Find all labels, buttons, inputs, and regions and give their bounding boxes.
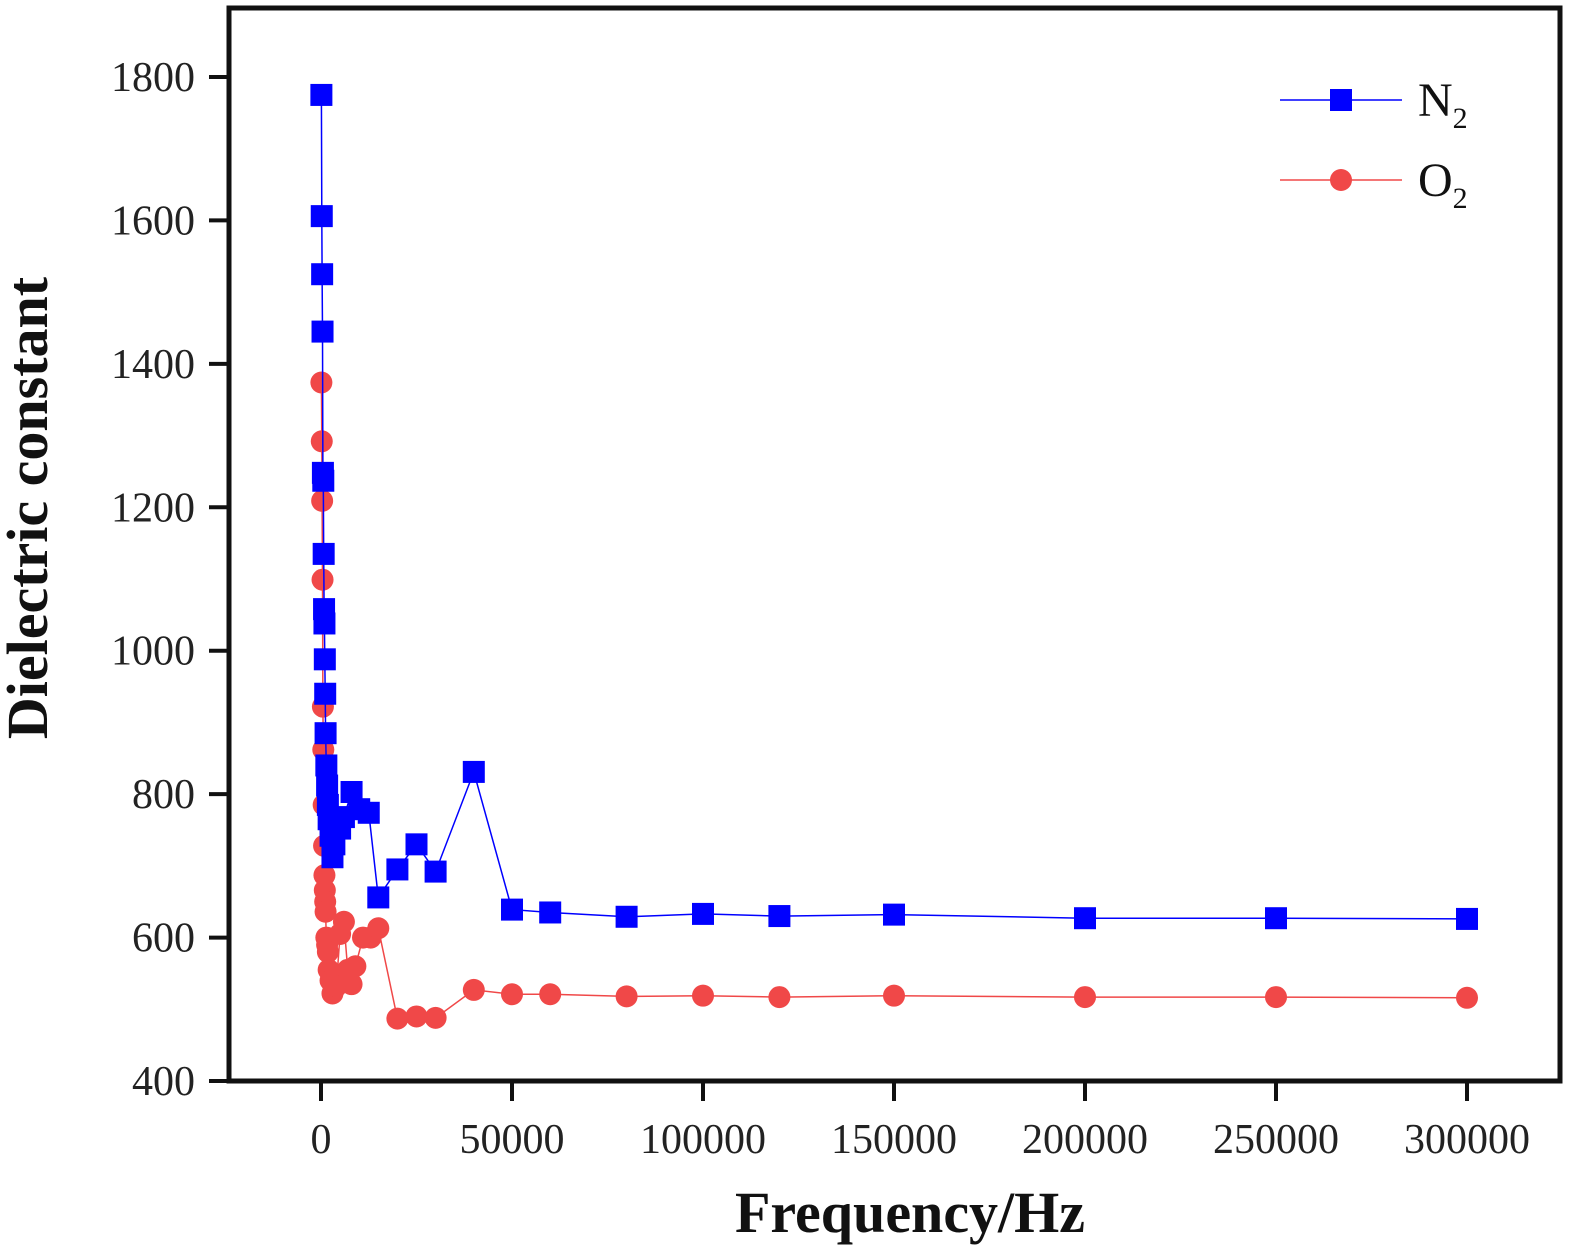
data-point <box>367 886 390 909</box>
x-tick-label: 200000 <box>1022 1117 1148 1163</box>
data-point <box>1456 986 1478 1009</box>
data-point <box>692 902 714 925</box>
data-point <box>462 978 485 1001</box>
data-point <box>1265 907 1287 930</box>
y-tick-label: 1600 <box>111 198 195 244</box>
data-point <box>615 985 638 1008</box>
y-tick-label: 800 <box>132 772 195 818</box>
data-point <box>883 984 905 1007</box>
y-tick-label: 1200 <box>111 485 195 531</box>
data-point <box>501 983 523 1006</box>
y-tick-label: 1400 <box>111 342 195 388</box>
data-point <box>386 858 409 881</box>
data-point <box>311 489 334 512</box>
data-point <box>316 774 339 797</box>
data-point <box>315 754 338 777</box>
data-point <box>539 901 562 924</box>
data-point <box>462 760 485 783</box>
x-tick-label: 150000 <box>831 1117 957 1163</box>
data-point <box>692 984 714 1007</box>
data-point <box>424 1006 447 1029</box>
legend-item: N2 <box>1280 74 1468 135</box>
y-axis-title: Dielectric constant <box>0 276 60 739</box>
data-point <box>1265 986 1287 1009</box>
x-axis-ticks: 0 50000 100000 150000 200000 250000 300000 <box>311 1081 1530 1163</box>
data-point <box>311 568 334 591</box>
legend-label-main: O <box>1418 154 1453 207</box>
series-layer <box>310 83 1478 1030</box>
legend-item: O2 <box>1280 154 1468 215</box>
series-line <box>320 94 1468 920</box>
legend-marker <box>1330 89 1352 111</box>
data-point <box>1074 907 1096 930</box>
legend-label-main: N <box>1418 74 1453 127</box>
x-axis-title: Frequency/Hz <box>735 1180 1085 1245</box>
data-point <box>314 722 337 745</box>
legend-label-subscript: 2 <box>1453 102 1468 135</box>
y-tick-label: 400 <box>132 1059 195 1105</box>
x-tick-label: 0 <box>311 1117 332 1163</box>
data-point <box>310 430 333 453</box>
y-tick-label: 1800 <box>111 55 195 101</box>
data-point <box>312 469 335 492</box>
data-point <box>501 898 523 921</box>
data-point <box>424 860 447 883</box>
data-point <box>1074 986 1096 1009</box>
data-point <box>405 833 428 856</box>
data-point <box>615 905 638 928</box>
data-point <box>1456 907 1478 930</box>
y-axis-ticks: 400 600 800 1000 1200 1400 1600 1800 <box>111 55 229 1105</box>
data-point <box>316 940 339 963</box>
x-tick-label: 100000 <box>640 1117 766 1163</box>
legend-label-subscript: 2 <box>1453 182 1468 215</box>
series-1 <box>310 371 1478 1030</box>
y-tick-label: 1000 <box>111 629 195 675</box>
data-point <box>386 1007 409 1030</box>
data-point <box>340 973 363 996</box>
data-point <box>340 780 363 803</box>
data-point <box>310 371 333 394</box>
y-tick-label: 600 <box>132 916 195 962</box>
data-point <box>314 682 337 705</box>
data-point <box>314 900 337 923</box>
data-point <box>311 263 334 286</box>
data-point <box>768 905 791 928</box>
data-point <box>405 1005 428 1028</box>
x-tick-label: 50000 <box>460 1117 565 1163</box>
legend-label: N2 <box>1418 74 1468 135</box>
data-point <box>539 983 562 1006</box>
data-point <box>883 903 905 926</box>
legend-marker <box>1330 169 1352 191</box>
data-point <box>313 612 336 635</box>
data-point <box>311 320 334 343</box>
x-tick-label: 250000 <box>1213 1117 1339 1163</box>
data-point <box>310 205 333 228</box>
series-0 <box>310 83 1478 930</box>
legend-label: O2 <box>1418 154 1468 215</box>
data-point <box>332 910 355 933</box>
x-tick-label: 300000 <box>1404 1117 1530 1163</box>
data-point <box>768 986 791 1009</box>
data-point <box>310 83 333 106</box>
data-point <box>312 542 335 565</box>
data-point <box>313 648 336 671</box>
data-point <box>357 801 380 824</box>
data-point <box>367 917 390 940</box>
data-point <box>344 955 367 978</box>
